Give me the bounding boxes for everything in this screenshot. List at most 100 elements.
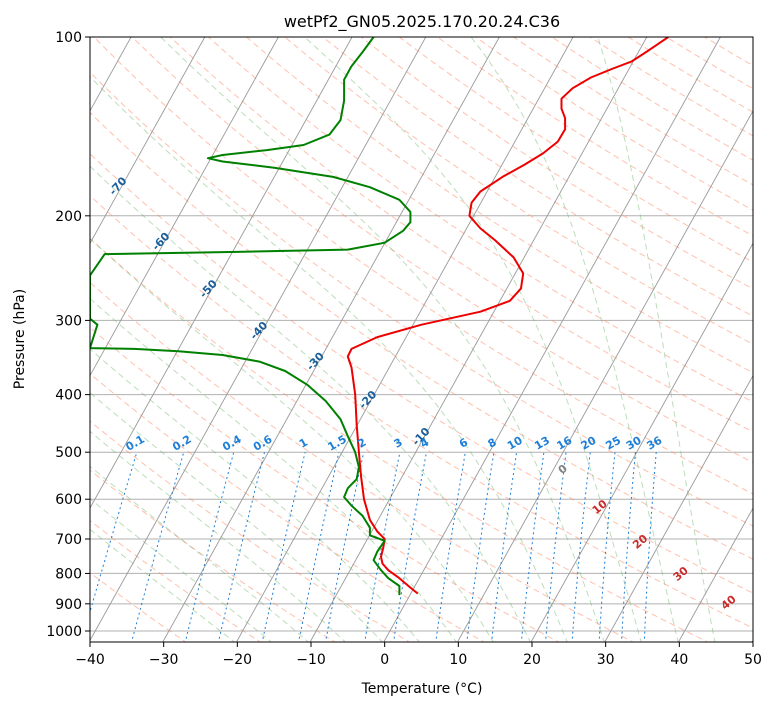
dry-adiabat-line [284,37,753,345]
dry-adiabat-line [90,372,485,642]
isotherm-line [90,37,279,377]
x-tick-label: 50 [744,652,762,668]
moist-adiabat-line [160,37,605,642]
dry-adiabat-line [322,37,753,317]
y-tick-label: 800 [55,566,82,582]
isotherm-line [0,37,57,642]
mixing-ratio-label: 6 [457,435,470,450]
dry-adiabat-line [90,571,187,642]
mixing-ratio-line [261,452,306,642]
isotherm-line [236,37,574,642]
mixing-ratio-line [325,452,365,642]
moist-adiabat-line [90,165,531,642]
mixing-ratio-label: 20 [579,434,599,453]
moist-adiabat-line [90,465,310,642]
x-tick-label: 20 [523,652,541,668]
x-tick-label: 0 [380,652,389,668]
dry-adiabat-line [551,37,753,161]
dry-adiabat-line [90,152,753,594]
mixing-ratio-label: 2 [355,436,368,451]
dry-adiabat-line [90,71,753,527]
adiabat-label: 30 [671,564,691,584]
plot-area: -100-90-80-70-60-50-40-30-20-10 0.10.20.… [0,37,753,642]
moist-adiabat-line [90,348,420,642]
plot-frame [89,36,754,643]
y-tick-label: 100 [55,30,82,46]
dry-adiabat-line [169,37,753,433]
isotherm-line [90,37,353,510]
isotherm-label: -80 [65,117,88,141]
mixing-ratio-label: 30 [624,434,644,453]
moist-adiabats [90,37,716,642]
dry-adiabat-line [90,469,336,642]
mixing-ratio-line [621,452,636,642]
y-tick-label: 900 [55,597,82,613]
isotherm-line [162,37,500,642]
dry-adiabat-line [665,37,753,90]
x-tick-label: −20 [223,652,253,668]
dewpoint-profile-line [90,37,412,596]
mixing-ratio-line [298,452,340,642]
y-tick-label: 1000 [46,624,82,640]
adiabat-labels: 0 10 20 30 40 [556,462,739,613]
moist-adiabat-line [470,37,679,642]
isotherm-line [90,37,206,245]
isotherm-line [309,37,648,642]
adiabat-label: 10 [590,497,610,517]
mixing-ratio-label: 25 [603,434,623,453]
dry-adiabat-line [93,37,753,495]
moist-adiabat-line [90,237,494,642]
mixing-ratio-line [393,452,427,642]
mixing-ratio-label: 1 [297,436,310,451]
adiabat-label: 0 [556,462,570,477]
mixing-ratio-label: 36 [645,434,665,453]
adiabat-label: 20 [630,532,650,552]
dry-adiabat-line [437,37,753,237]
x-tick-label: 40 [670,652,688,668]
mixing-ratio-label: 0.4 [220,432,244,453]
isotherm-line [604,374,753,642]
y-tick-label: 400 [55,388,82,404]
x-axis-label: Temperature (°C) [361,681,483,697]
x-tick-label: 30 [597,652,615,668]
dry-adiabat-line [513,37,753,186]
temperature-profile-line [346,37,669,595]
moist-adiabat-line [90,528,236,642]
y-tick-label: 700 [55,532,82,548]
dry-adiabat-line [398,37,753,263]
isotherm-line [457,109,753,642]
dry-adiabat-line [90,519,262,642]
y-tick-label: 300 [55,313,82,329]
mixing-ratio-label: 0.2 [170,433,193,454]
moist-adiabat-line [304,37,642,642]
y-tick-label: 600 [55,492,82,508]
adiabat-label: 40 [719,592,739,612]
mixing-ratio-line [491,452,518,642]
isotherm-line [678,507,753,642]
isotherm-line [383,37,721,642]
dry-adiabat-line [208,37,753,403]
mixing-ratio-label: 13 [532,434,552,453]
y-tick-label: 500 [55,445,82,461]
dry-adiabat-line [360,37,753,290]
mixing-ratio-line [466,452,495,642]
isotherm-line [90,37,427,642]
dry-adiabat-line [90,326,560,642]
dry-adiabat-line [90,420,411,642]
y-tick-label: 200 [55,209,82,225]
mixing-ratio-label: 4 [418,435,431,450]
dry-adiabat-line [90,194,753,629]
mixing-ratio-line [598,452,616,642]
x-tick-label: −30 [149,652,179,668]
mixing-ratio-line [131,452,185,642]
x-tick-label: −40 [75,652,105,668]
mixing-ratio-line [217,452,265,642]
x-tick-label: 10 [449,652,467,668]
dry-adiabat-line [90,111,753,560]
x-tick-label: −10 [296,652,326,668]
mixing-ratio-line [364,452,401,642]
chart-title: wetPf2_GN05.2025.170.20.24.C36 [284,12,560,32]
mixing-ratio-line [184,452,235,642]
isotherm-line [530,242,753,642]
